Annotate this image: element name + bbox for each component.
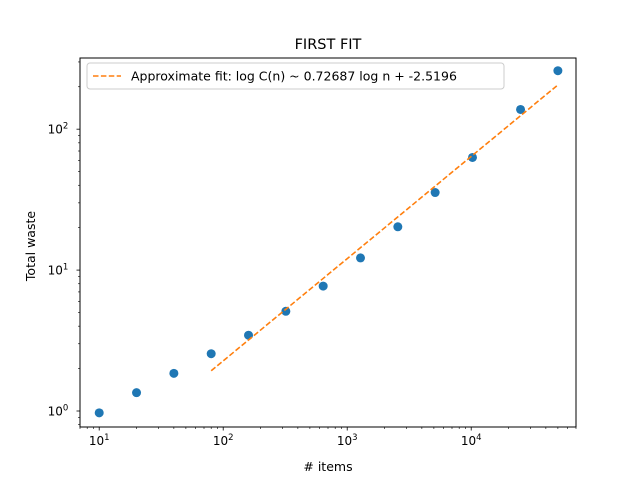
data-point	[169, 368, 179, 378]
x-tick-label: 104	[461, 433, 482, 448]
legend: Approximate fit: log C(n) ~ 0.72687 log …	[86, 62, 505, 90]
fit-line	[210, 84, 559, 372]
data-point	[132, 388, 142, 398]
y-tick-label: 102	[48, 122, 69, 137]
plot-area	[94, 66, 563, 418]
x-tick-label: 102	[213, 433, 234, 448]
y-tick-label: 100	[48, 404, 69, 419]
data-point	[206, 349, 216, 359]
data-point	[516, 104, 526, 114]
chart-title: FIRST FIT	[295, 37, 362, 53]
data-point	[467, 152, 477, 162]
y-tick-label: 101	[48, 263, 69, 278]
data-point	[430, 188, 440, 198]
data-point	[281, 306, 291, 316]
x-tick-label: 101	[89, 433, 110, 448]
x-axis-label: # items	[303, 459, 352, 474]
data-point	[553, 66, 563, 76]
data-point	[393, 222, 403, 232]
y-axis-label: Total waste	[23, 211, 38, 282]
y-axis: 100 101 102	[48, 61, 80, 425]
x-axis: 101 102 103 104	[79, 427, 577, 448]
data-point	[356, 253, 366, 263]
legend-label-fit-line: Approximate fit: log C(n) ~ 0.72687 log …	[131, 69, 457, 84]
data-point	[94, 408, 104, 418]
legend-box	[86, 62, 505, 90]
x-tick-label: 103	[337, 433, 358, 448]
plot-frame	[79, 57, 577, 428]
data-point	[318, 281, 328, 291]
